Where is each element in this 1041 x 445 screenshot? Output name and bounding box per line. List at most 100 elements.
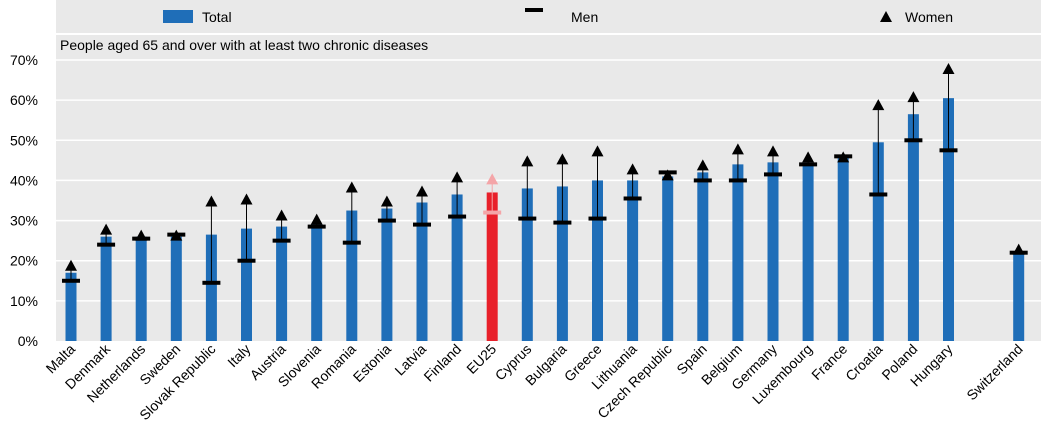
bar — [521, 188, 533, 341]
women-marker — [802, 151, 815, 163]
men-marker — [869, 192, 888, 197]
men-marker — [939, 148, 958, 153]
bar — [65, 272, 77, 341]
bar — [416, 202, 428, 341]
bar — [241, 228, 252, 341]
y-tick-label: 10% — [10, 293, 38, 309]
bar — [170, 236, 182, 341]
bar — [556, 186, 568, 341]
women-marker — [731, 143, 744, 155]
legend-men-label: Men — [571, 9, 598, 25]
legend-women-label: Women — [905, 9, 953, 25]
y-tick-label: 30% — [10, 213, 38, 229]
women-marker — [170, 229, 183, 241]
women-marker — [486, 173, 499, 185]
legend: Total Men Women — [163, 8, 953, 25]
bar — [627, 180, 639, 341]
x-tick-label: Switzerland — [963, 341, 1025, 403]
women-marker — [767, 145, 779, 157]
women-marker — [380, 195, 393, 207]
bar — [100, 236, 112, 341]
bar — [381, 208, 393, 341]
men-marker — [904, 138, 923, 143]
gridlines — [56, 59, 1041, 302]
bar — [276, 226, 288, 341]
bar — [662, 176, 674, 341]
men-marker — [483, 210, 502, 215]
x-tick-label: Finland — [420, 341, 464, 385]
y-tick-label: 40% — [10, 172, 38, 188]
bar — [451, 194, 463, 341]
women-marker — [345, 181, 358, 193]
legend-men-swatch — [525, 8, 543, 12]
bar — [767, 162, 779, 341]
women-marker — [907, 91, 920, 103]
bar — [135, 236, 147, 341]
men-marker — [518, 216, 537, 221]
women-marker — [872, 99, 885, 111]
men-marker — [342, 240, 361, 245]
y-tick-label: 60% — [10, 92, 38, 108]
men-marker — [588, 216, 607, 221]
men-marker — [728, 178, 747, 183]
men-marker — [799, 162, 818, 167]
y-tick-label: 20% — [10, 253, 38, 269]
bar — [592, 180, 603, 341]
y-tick-label: 50% — [10, 132, 38, 148]
women-marker — [416, 185, 428, 197]
women-markers-layer — [65, 63, 1025, 271]
women-marker — [837, 151, 850, 163]
y-tick-label: 70% — [10, 52, 38, 68]
bar — [486, 192, 498, 341]
x-tick-label: Croatia — [842, 341, 885, 384]
men-marker — [307, 224, 326, 229]
men-marker — [62, 278, 80, 283]
bar — [907, 114, 919, 341]
men-marker — [764, 172, 782, 177]
women-marker — [275, 209, 288, 221]
bars-layer — [65, 98, 1025, 341]
women-marker — [942, 63, 955, 75]
men-marker — [237, 258, 256, 263]
bar — [346, 210, 358, 341]
bar — [697, 172, 709, 341]
bar — [1013, 252, 1025, 341]
women-marker — [556, 153, 569, 165]
men-marker — [202, 280, 221, 285]
x-tick-label: France — [808, 341, 850, 383]
legend-total-swatch — [163, 10, 193, 23]
x-tick-label: Estonia — [350, 341, 394, 385]
women-marker — [521, 155, 534, 167]
bar — [872, 142, 884, 341]
bar — [311, 224, 323, 341]
women-marker — [591, 145, 604, 157]
men-marker — [97, 242, 116, 247]
women-marker — [451, 171, 464, 183]
women-marker — [661, 169, 674, 181]
legend-women-marker — [880, 11, 892, 22]
men-marker — [553, 220, 572, 225]
y-axis-tick-labels: 0% 10% 20% 30% 40% 50% 60% 70% — [10, 52, 38, 349]
women-marker — [65, 259, 77, 271]
bar — [802, 162, 814, 341]
bar — [205, 234, 217, 341]
men-marker — [272, 238, 291, 243]
men-marker — [623, 196, 642, 201]
women-marker — [696, 159, 709, 171]
bar — [732, 164, 744, 341]
women-marker — [310, 213, 323, 225]
women-marker — [205, 195, 218, 207]
men-marker — [448, 214, 467, 219]
bar — [943, 98, 954, 341]
header-strip-separator — [56, 33, 1041, 35]
y-tick-label: 0% — [18, 333, 38, 349]
x-tick-label: Italy — [224, 341, 253, 370]
bar — [837, 156, 849, 341]
women-marker — [240, 193, 253, 205]
women-marker — [135, 229, 148, 241]
women-marker — [1012, 243, 1025, 255]
women-marker — [100, 223, 113, 235]
women-marker — [626, 163, 639, 175]
